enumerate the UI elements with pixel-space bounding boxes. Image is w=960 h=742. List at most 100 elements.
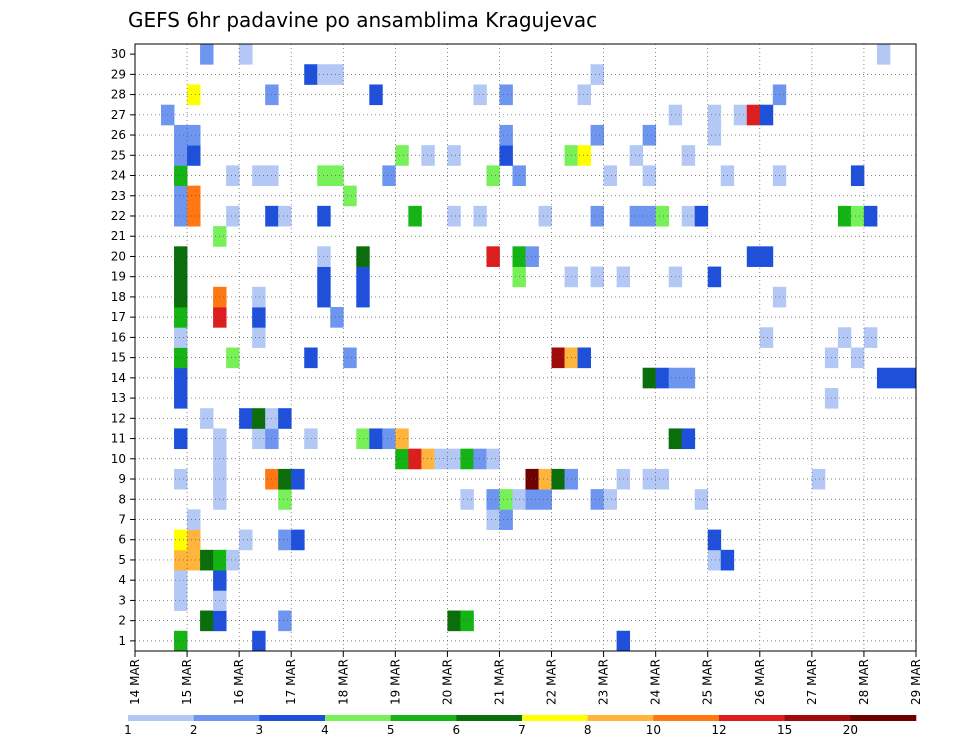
heatmap-cell xyxy=(239,44,253,65)
heatmap-cell xyxy=(707,529,722,551)
heatmap-cell xyxy=(655,205,670,227)
heatmap-cell xyxy=(382,428,396,450)
heatmap-cell xyxy=(499,489,513,510)
heatmap-cell xyxy=(499,145,513,166)
heatmap-cell xyxy=(356,428,370,450)
y-tick-label: 5 xyxy=(118,553,126,567)
heatmap-cell xyxy=(174,124,188,146)
x-tick-label: 25 MAR xyxy=(701,659,715,705)
heatmap-cell xyxy=(694,205,709,227)
heatmap-cell xyxy=(278,489,292,510)
legend-label: 15 xyxy=(777,723,792,737)
heatmap-cell xyxy=(590,266,604,288)
heatmap-cell xyxy=(850,347,865,369)
heatmap-cell xyxy=(239,408,253,429)
heatmap-cell xyxy=(304,64,318,85)
heatmap-cell xyxy=(200,44,214,65)
x-tick-label: 23 MAR xyxy=(597,659,611,705)
heatmap-cell xyxy=(603,489,618,510)
y-tick-label: 17 xyxy=(111,310,126,324)
x-tick-label: 29 MAR xyxy=(909,659,923,705)
legend-swatch xyxy=(456,715,523,721)
heatmap-cell xyxy=(304,347,318,369)
heatmap-cell xyxy=(629,145,644,166)
heatmap-cell xyxy=(291,529,305,551)
heatmap-cell xyxy=(174,185,188,207)
heatmap-cell xyxy=(629,205,644,227)
heatmap-cell xyxy=(447,205,461,227)
y-tick-label: 25 xyxy=(111,148,126,162)
heatmap-cell xyxy=(252,630,266,652)
heatmap-cell xyxy=(681,367,696,389)
heatmap-cell xyxy=(642,124,657,146)
heatmap-cell xyxy=(876,44,891,65)
heatmap-cell xyxy=(200,610,214,632)
y-tick-label: 28 xyxy=(111,88,126,102)
heatmap-cell xyxy=(356,266,370,288)
heatmap-cell xyxy=(642,468,657,490)
heatmap-cell xyxy=(486,509,500,530)
heatmap-cell xyxy=(590,124,604,146)
legend-swatch xyxy=(719,715,785,721)
heatmap-cell xyxy=(174,630,188,652)
heatmap-cell xyxy=(746,246,761,267)
legend-label: 4 xyxy=(321,723,329,737)
x-tick-label: 20 MAR xyxy=(440,659,454,705)
legend-label: 2 xyxy=(190,723,198,737)
color-legend: 1 2 3 4 5 6 7 8 10 12 15 20 xyxy=(124,715,917,737)
x-tick-label: 24 MAR xyxy=(649,659,663,705)
heatmap-cell xyxy=(551,347,565,369)
heatmap-cell xyxy=(759,327,774,348)
y-tick-label: 10 xyxy=(111,452,126,466)
heatmap-cell xyxy=(577,84,591,106)
heatmap-cell xyxy=(252,286,266,308)
y-tick-label: 8 xyxy=(118,492,126,506)
heatmap-cell xyxy=(278,205,292,227)
x-tick-label: 14 MAR xyxy=(128,659,142,705)
heatmap-cell xyxy=(681,205,696,227)
heatmap-cell xyxy=(551,468,565,490)
heatmap-cell xyxy=(278,610,292,632)
legend-label: 5 xyxy=(387,723,395,737)
heatmap-cell xyxy=(655,468,670,490)
legend-swatch xyxy=(784,715,851,721)
heatmap-cell xyxy=(252,428,266,450)
y-tick-label: 13 xyxy=(111,391,126,405)
heatmap-cell xyxy=(590,489,604,510)
heatmap-cell xyxy=(187,549,201,571)
heatmap-cell xyxy=(447,145,461,166)
heatmap-cell xyxy=(499,509,513,530)
y-tick-label: 14 xyxy=(111,371,126,385)
x-axis: 14 MAR 15 MAR 16 MAR 17 MAR 18 MAR 19 MAR 20 M… xyxy=(128,651,923,705)
heatmap-cell xyxy=(226,205,240,227)
y-tick-label: 21 xyxy=(111,229,126,243)
legend-swatch xyxy=(128,715,194,721)
legend-label: 12 xyxy=(711,723,726,737)
heatmap-cell xyxy=(694,489,709,510)
legend-label: 3 xyxy=(256,723,264,737)
x-tick-label: 15 MAR xyxy=(180,659,194,705)
heatmap-cell xyxy=(343,185,357,207)
heatmap-cell xyxy=(226,549,240,571)
heatmap-cell xyxy=(538,489,552,510)
legend-swatch xyxy=(390,715,457,721)
heatmap-cell xyxy=(278,408,292,429)
y-tick-label: 19 xyxy=(111,270,126,284)
heatmap-cell xyxy=(187,205,201,227)
legend-swatch xyxy=(653,715,720,721)
y-axis: 1234567891011121314151617181920212223242… xyxy=(111,47,135,648)
x-tick-label: 19 MAR xyxy=(388,659,402,705)
heatmap-cell xyxy=(187,529,201,551)
x-tick-label: 22 MAR xyxy=(545,659,559,705)
heatmap-cell xyxy=(837,327,852,348)
heatmap-cell xyxy=(252,408,266,429)
y-tick-label: 18 xyxy=(111,290,126,304)
heatmap-cell xyxy=(200,408,214,429)
heatmap-cell xyxy=(174,246,188,267)
heatmap-cell xyxy=(174,145,188,166)
y-tick-label: 1 xyxy=(118,634,126,648)
legend-swatch xyxy=(587,715,654,721)
heatmap-cell xyxy=(642,367,657,389)
legend-swatch xyxy=(259,715,326,721)
y-tick-label: 2 xyxy=(118,614,126,628)
